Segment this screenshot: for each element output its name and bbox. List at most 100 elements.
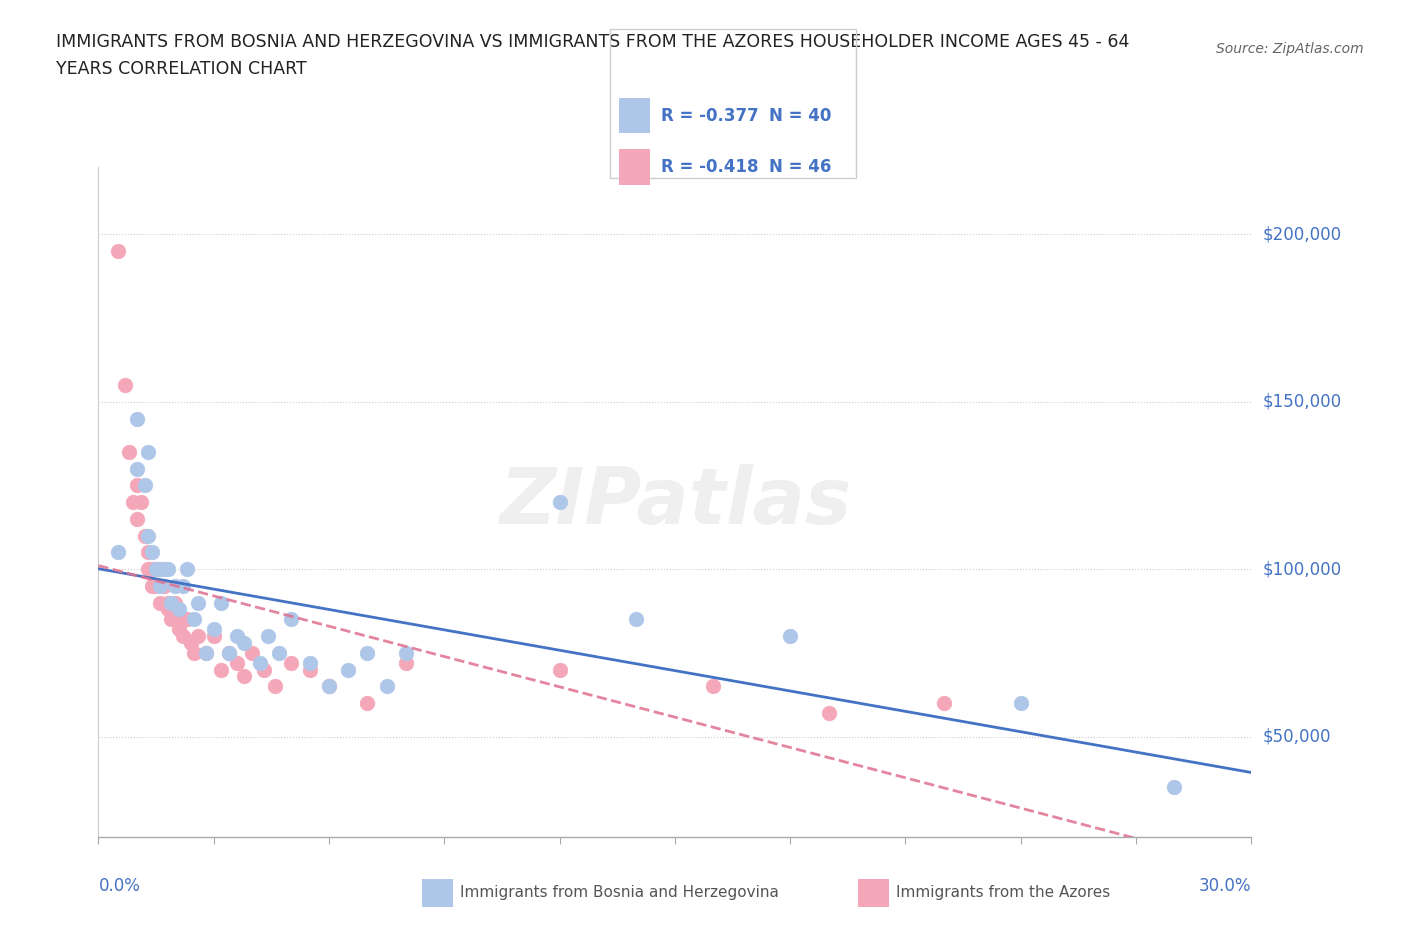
Point (280, 656, 302, 671)
Point (165, 612, 187, 627)
Point (209, 595, 232, 610)
Point (138, 528, 160, 543)
Text: R = -0.377: R = -0.377 (661, 107, 759, 125)
Point (218, 645, 240, 660)
Point (187, 595, 209, 610)
Point (114, 378, 136, 392)
Point (125, 512, 148, 526)
Point (256, 629, 278, 644)
Point (156, 562, 179, 577)
Point (141, 562, 163, 577)
Point (138, 545, 160, 560)
Point (129, 495, 152, 510)
Point (141, 545, 163, 560)
Point (298, 662, 321, 677)
Point (779, 629, 801, 644)
Text: $200,000: $200,000 (1263, 225, 1341, 244)
Point (225, 656, 247, 671)
Point (156, 595, 179, 610)
Point (180, 635, 202, 650)
Point (145, 562, 167, 577)
Text: 0.0%: 0.0% (98, 877, 141, 896)
Point (160, 612, 183, 627)
Point (267, 645, 290, 660)
Point (145, 562, 167, 577)
Point (264, 679, 287, 694)
Point (125, 478, 148, 493)
Point (233, 669, 256, 684)
Point (138, 562, 160, 577)
Point (160, 595, 183, 610)
Point (118, 445, 141, 459)
Text: Immigrants from the Azores: Immigrants from the Azores (896, 885, 1109, 900)
Point (195, 645, 218, 660)
Point (145, 578, 167, 593)
Point (176, 612, 198, 627)
Point (318, 679, 340, 694)
Text: $100,000: $100,000 (1263, 560, 1341, 578)
Point (209, 662, 232, 677)
Point (702, 679, 724, 694)
Point (149, 595, 172, 610)
Point (183, 645, 205, 660)
Point (202, 622, 225, 637)
Point (122, 495, 145, 510)
Text: Source: ZipAtlas.com: Source: ZipAtlas.com (1216, 42, 1364, 56)
Point (375, 679, 398, 694)
Point (395, 645, 418, 660)
Text: Immigrants from Bosnia and Herzegovina: Immigrants from Bosnia and Herzegovina (460, 885, 779, 900)
Point (141, 578, 163, 593)
Point (134, 528, 156, 543)
Point (233, 635, 256, 650)
Point (107, 244, 129, 259)
Point (280, 612, 302, 627)
Text: 30.0%: 30.0% (1199, 877, 1251, 896)
Point (298, 656, 321, 671)
Point (548, 662, 571, 677)
Text: N = 40: N = 40 (769, 107, 831, 125)
Point (1163, 779, 1185, 794)
Point (225, 629, 247, 644)
Point (932, 696, 955, 711)
Point (172, 578, 194, 593)
Text: $150,000: $150,000 (1263, 392, 1341, 411)
Point (152, 562, 174, 577)
Point (134, 478, 156, 493)
Point (548, 495, 571, 510)
Point (218, 645, 240, 660)
Point (253, 662, 276, 677)
Point (249, 656, 271, 671)
Point (176, 562, 198, 577)
Point (240, 645, 263, 660)
Point (152, 578, 174, 593)
Point (183, 612, 205, 627)
Point (1010, 696, 1032, 711)
Text: YEARS CORRELATION CHART: YEARS CORRELATION CHART (56, 60, 307, 78)
Point (187, 629, 209, 644)
Point (817, 706, 839, 721)
Point (626, 612, 648, 627)
Point (107, 545, 129, 560)
Point (125, 461, 148, 476)
Point (149, 562, 172, 577)
Point (156, 602, 179, 617)
Point (167, 602, 190, 617)
Point (149, 562, 172, 577)
Point (167, 622, 190, 637)
Point (395, 656, 418, 671)
Point (337, 662, 360, 677)
Point (125, 411, 148, 426)
Point (318, 679, 340, 694)
Point (356, 645, 378, 660)
Text: R = -0.418: R = -0.418 (661, 158, 758, 176)
Text: N = 46: N = 46 (769, 158, 831, 176)
Point (165, 578, 187, 593)
Point (356, 696, 378, 711)
Point (172, 629, 194, 644)
Point (165, 595, 187, 610)
Text: ZIPatlas: ZIPatlas (499, 464, 851, 540)
Point (138, 445, 160, 459)
Text: $50,000: $50,000 (1263, 727, 1331, 746)
Point (195, 645, 218, 660)
Point (149, 578, 172, 593)
